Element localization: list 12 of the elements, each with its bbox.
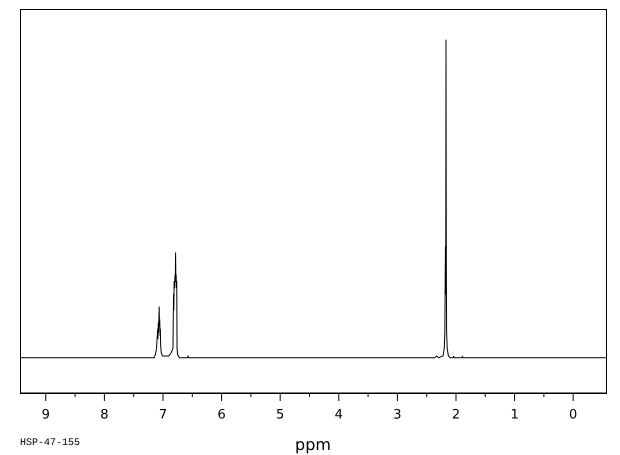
x-tick-label: 1: [510, 408, 519, 422]
x-tick-label: 7: [158, 408, 168, 422]
x-tick-label: 9: [42, 408, 50, 422]
x-axis-title: ppm: [295, 435, 331, 454]
x-tick-label: 8: [100, 408, 109, 422]
x-tick-label: 0: [569, 408, 578, 422]
x-tick-label: 6: [217, 408, 226, 422]
x-tick-label: 5: [276, 408, 284, 422]
x-tick-label: 3: [393, 408, 402, 422]
x-tick-label: 4: [334, 408, 343, 422]
x-tick-label: 2: [452, 408, 460, 422]
text: HSP-47-155: [20, 438, 80, 450]
